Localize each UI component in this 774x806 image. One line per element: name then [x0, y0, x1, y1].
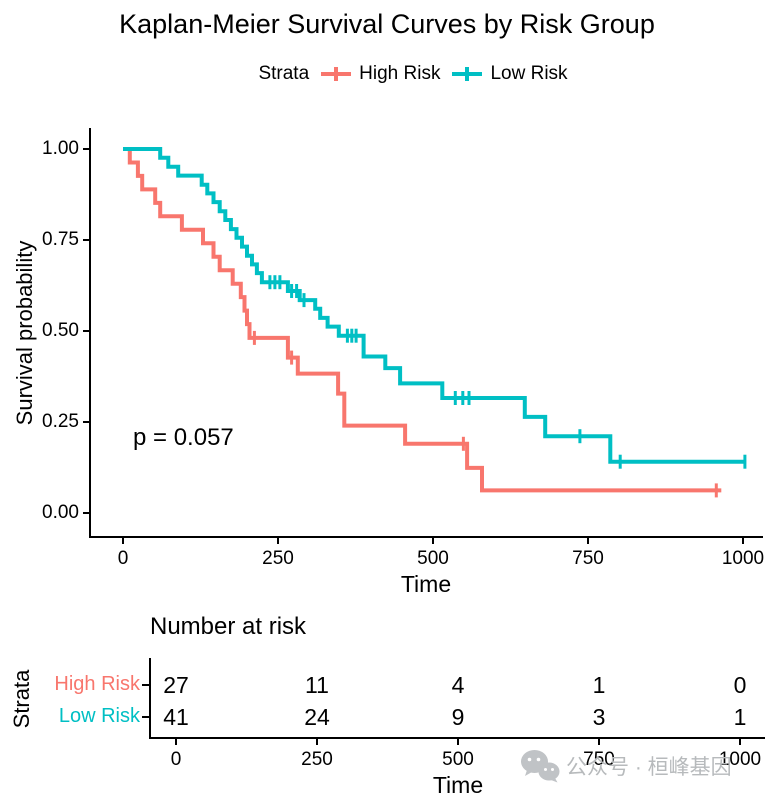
x-axis-tick	[742, 538, 744, 544]
high-risk-censor-line-icon	[321, 65, 352, 83]
legend-item-low-risk: Low Risk	[452, 63, 568, 85]
risk-count: 4	[451, 672, 465, 698]
risk-table-row-tick	[142, 684, 149, 686]
risk-table-title: Number at risk	[150, 613, 307, 640]
risk-count: 1	[592, 672, 606, 698]
legend-item-label: High Risk	[359, 63, 441, 84]
low-risk-censor-line-icon	[452, 65, 483, 83]
wechat-icon	[521, 750, 560, 783]
risk-table-x-tick-label: 250	[301, 749, 333, 770]
x-axis-tick-label: 750	[572, 548, 604, 569]
y-axis-tick-label: 0.50	[42, 320, 79, 341]
risk-table-x-tick-label: 750	[583, 749, 615, 770]
x-axis-tick	[122, 538, 124, 544]
x-axis-tick-label: 500	[417, 548, 449, 569]
y-axis-tick-label: 0.75	[42, 229, 79, 250]
y-axis-tick	[83, 239, 89, 241]
watermark: 公众号 · 桓峰基因	[520, 749, 732, 783]
plot-title: Kaplan-Meier Survival Curves by Risk Gro…	[119, 9, 655, 39]
risk-table-x-tick-label: 0	[170, 749, 182, 770]
risk-table-row-label: Low Risk	[58, 705, 140, 727]
risk-table-x-tick	[457, 739, 459, 745]
risk-count: 9	[451, 704, 465, 730]
risk-count: 24	[304, 704, 330, 730]
x-axis-line	[89, 536, 763, 538]
x-axis-tick-label: 1000	[721, 548, 765, 569]
legend-item-label: Low Risk	[490, 63, 568, 84]
survival-curve-low-risk	[123, 147, 747, 464]
x-axis-tick	[587, 538, 589, 544]
x-axis-tick	[277, 538, 279, 544]
risk-table-x-tick	[175, 739, 177, 745]
risk-count: 3	[592, 704, 606, 730]
x-axis-title: Time	[400, 571, 452, 597]
risk-table-x-tick	[316, 739, 318, 745]
risk-table-x-tick-label: 500	[442, 749, 474, 770]
x-axis-tick-label: 0	[117, 548, 129, 569]
y-axis-line	[89, 128, 91, 537]
risk-table-row-label: High Risk	[54, 673, 140, 695]
risk-count: 1	[733, 704, 747, 730]
legend-title: Strata	[258, 63, 310, 84]
y-axis-tick	[83, 148, 89, 150]
y-axis-title: Survival probability	[12, 240, 37, 426]
y-axis-tick	[83, 512, 89, 514]
y-axis-tick-label: 0.00	[42, 502, 79, 523]
legend: Strata High Risk Low Risk	[0, 63, 774, 85]
risk-table-x-axis-title: Time	[432, 772, 484, 798]
risk-table-y-axis-line	[149, 658, 151, 739]
risk-table-x-axis-line	[149, 737, 765, 739]
y-axis-tick	[83, 330, 89, 332]
legend-item-high-risk: High Risk	[321, 63, 440, 85]
risk-count: 27	[163, 672, 189, 698]
y-axis-tick-label: 1.00	[42, 138, 79, 159]
risk-table-row-tick	[142, 716, 149, 718]
x-axis-tick	[432, 538, 434, 544]
x-axis-tick-label: 250	[262, 548, 294, 569]
risk-count: 0	[733, 672, 747, 698]
risk-table-x-tick-label: 1000	[718, 749, 762, 770]
survival-curve-high-risk	[123, 147, 722, 493]
p-value-annotation: p = 0.057	[133, 424, 234, 451]
watermark-text: 公众号 · 桓峰基因	[566, 756, 732, 779]
risk-table-x-tick	[739, 739, 741, 745]
risk-count: 41	[163, 704, 189, 730]
risk-table-x-tick	[598, 739, 600, 745]
y-axis-tick	[83, 421, 89, 423]
risk-count: 11	[305, 672, 329, 698]
y-axis-tick-label: 0.25	[42, 411, 79, 432]
